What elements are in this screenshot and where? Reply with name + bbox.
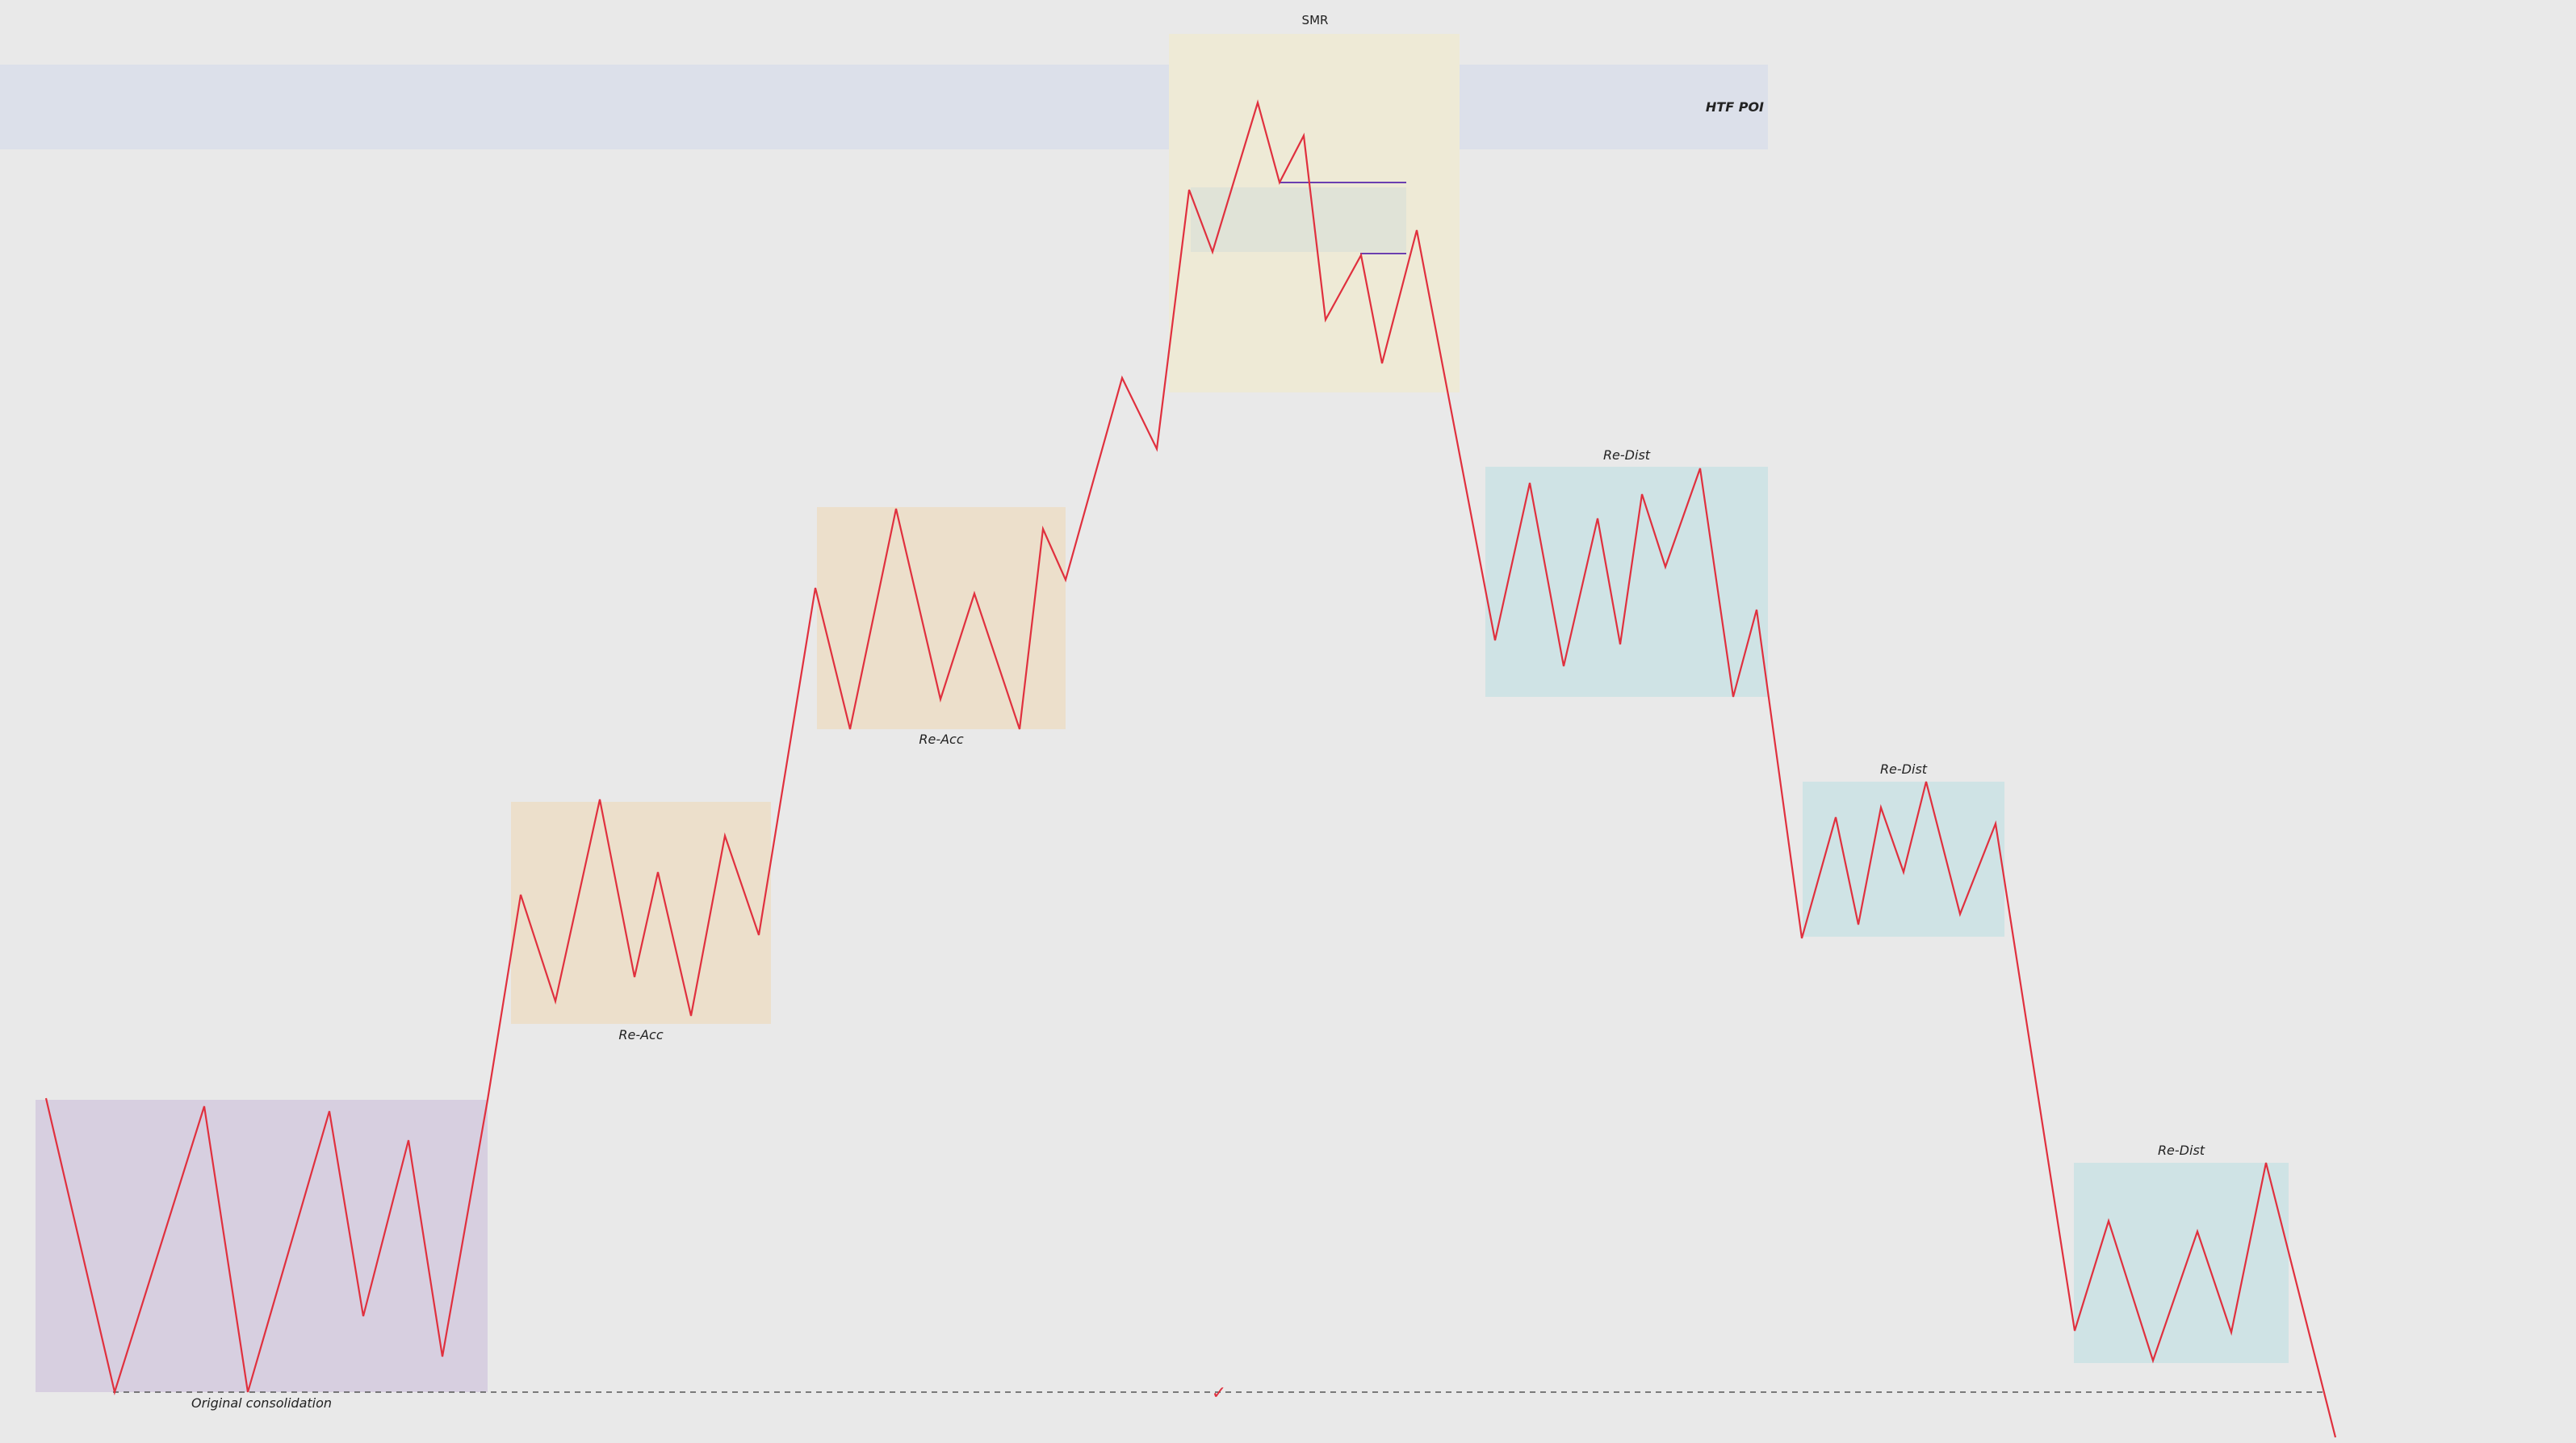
re-dist-zone-1: [1485, 467, 1768, 697]
re-acc-zone-1: [511, 802, 771, 1024]
price-path: [44, 99, 2337, 1438]
re-dist-label-1: Re-Dist: [1603, 447, 1651, 463]
smr-label: SMR: [1302, 13, 1329, 27]
htf-poi-label: HTF POI: [1706, 99, 1764, 115]
re-dist-zone-2: [1803, 782, 2004, 937]
re-dist-zone-3: [2074, 1163, 2289, 1363]
re-dist-label-3: Re-Dist: [2158, 1143, 2205, 1158]
re-acc-label-2: Re-Acc: [919, 732, 963, 747]
htf-poi-zone: [0, 65, 1768, 149]
re-acc-label-1: Re-Acc: [618, 1027, 663, 1042]
re-dist-label-2: Re-Dist: [1880, 761, 1928, 777]
consolidation-zone: [36, 1100, 488, 1392]
smr-inner-zone: [1191, 187, 1406, 252]
original-consolidation-label: Original consolidation: [191, 1395, 332, 1411]
check-icon: ✓: [1212, 1383, 1226, 1403]
